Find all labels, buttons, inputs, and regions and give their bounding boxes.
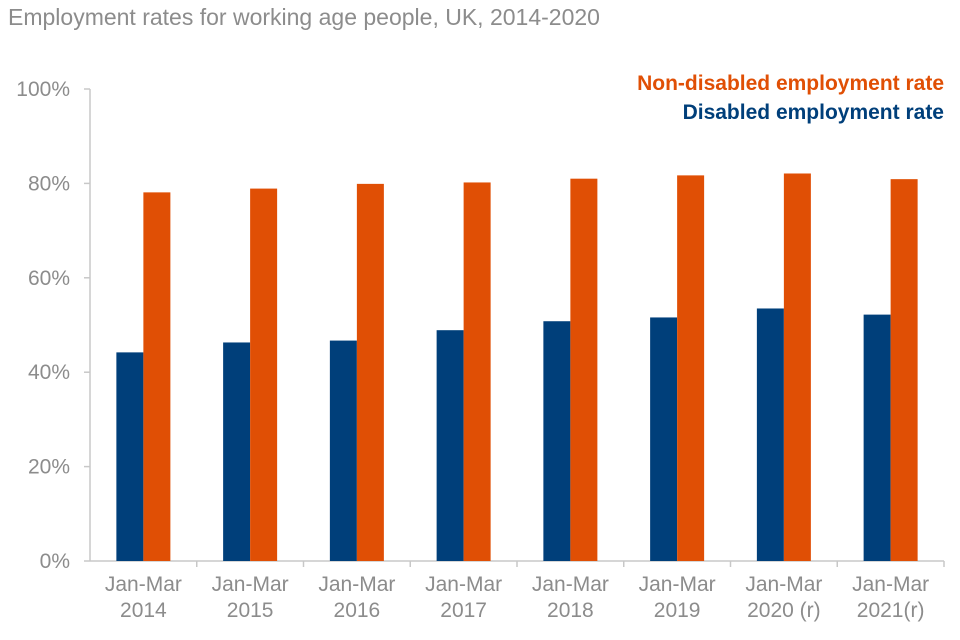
y-axis: 0% 20% 40% 60% 80% 100% bbox=[16, 78, 91, 573]
bar-non-disabled bbox=[143, 192, 171, 562]
bar-disabled bbox=[223, 342, 251, 561]
chart-title: Employment rates for working age people,… bbox=[8, 4, 600, 30]
bars-group bbox=[116, 173, 918, 562]
x-tick-label: Jan-Mar 2017 bbox=[425, 573, 502, 622]
x-tick-label: Jan-Mar 2015 bbox=[212, 573, 289, 622]
y-tick-label: 20% bbox=[28, 456, 70, 479]
bar-non-disabled bbox=[783, 173, 811, 561]
legend-label: Non-disabled employment rate bbox=[637, 72, 944, 95]
bar-disabled bbox=[650, 317, 678, 561]
x-axis: Jan-Mar 2014 Jan-Mar 2015 Jan-Mar 2016 Jan-Mar… bbox=[90, 560, 945, 622]
x-tick-label: Jan-Mar 2014 bbox=[105, 573, 182, 622]
bar-non-disabled bbox=[250, 188, 278, 562]
y-tick-label: 80% bbox=[28, 172, 70, 195]
y-tick-label: 0% bbox=[40, 550, 70, 573]
bar-non-disabled bbox=[890, 179, 918, 562]
bar-non-disabled bbox=[677, 175, 705, 561]
x-tick-label: Jan-Mar 2019 bbox=[639, 573, 716, 622]
legend: Non-disabled employment rate Disabled emp… bbox=[637, 72, 944, 124]
x-tick-label: Jan-Mar 2020 (r) bbox=[745, 573, 822, 622]
x-tick-label: Jan-Mar 2018 bbox=[532, 573, 609, 622]
x-tick-label: Jan-Mar 2021(r) bbox=[852, 573, 929, 622]
bar-disabled bbox=[756, 308, 784, 561]
bar-disabled bbox=[863, 314, 891, 561]
y-tick-label: 40% bbox=[28, 361, 70, 384]
bar-disabled bbox=[329, 340, 357, 561]
bar-non-disabled bbox=[570, 178, 598, 561]
legend-label: Disabled employment rate bbox=[683, 101, 944, 124]
bar-disabled bbox=[116, 352, 144, 561]
x-tick-label: Jan-Mar 2016 bbox=[318, 573, 395, 622]
bar-disabled bbox=[436, 330, 464, 561]
bar-non-disabled bbox=[463, 182, 491, 561]
bar-non-disabled bbox=[356, 183, 384, 561]
bar-disabled bbox=[543, 321, 571, 561]
y-tick-label: 60% bbox=[28, 267, 70, 290]
y-tick-label: 100% bbox=[16, 78, 70, 101]
